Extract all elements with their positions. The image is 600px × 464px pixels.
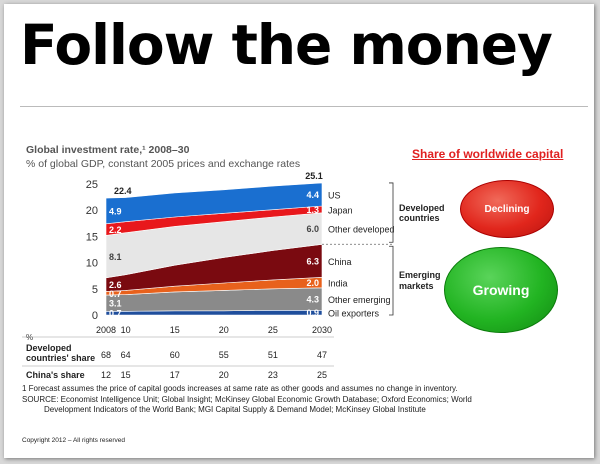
value-label-end: 4.4 [306, 190, 319, 200]
series-name-label: Japan [328, 205, 353, 215]
value-label-end: 1.3 [306, 205, 319, 215]
chart-title: Global investment rate,¹ 2008–30 [26, 144, 190, 156]
series-name-label: India [328, 279, 348, 289]
growing-label: Growing [472, 282, 530, 298]
group-label-emerging-1: Emerging [399, 270, 441, 280]
value-label-start: 8.1 [109, 252, 122, 262]
table-row-label-1a: Developed [26, 343, 72, 353]
x-tick-label: 2008 [96, 325, 116, 335]
developed-bracket [389, 182, 394, 243]
total-label-start: 22.4 [114, 186, 132, 196]
x-tick-label: 25 [268, 325, 278, 335]
y-tick-label: 25 [86, 179, 98, 191]
group-label-developed-2: countries [399, 213, 440, 223]
area-us [105, 182, 323, 225]
title-divider [20, 106, 588, 107]
growing-badge: Growing [444, 247, 558, 333]
table-cell: 64 [121, 350, 131, 360]
table-cell: 17 [170, 370, 180, 380]
y-tick-label: 5 [92, 284, 98, 296]
value-label-start: 2.6 [109, 280, 122, 290]
y-tick-label: 20 [86, 205, 98, 217]
investment-area-chart: 0 5 10 15 20 25% 0.7 0.9 Oil exporters 3.1 4.3 Othe… [22, 171, 445, 380]
value-label-start: 4.9 [109, 206, 122, 216]
copyright: Copyright 2012 – All rights reserved [22, 437, 125, 444]
x-tick-label: 2030 [312, 325, 332, 335]
table-cell: 55 [219, 350, 229, 360]
group-label-developed-1: Developed [399, 203, 445, 213]
x-tick-label: 15 [170, 325, 180, 335]
slide: Follow the money Global investment rate,… [4, 4, 594, 458]
value-label-end: 2.0 [306, 278, 319, 288]
slide-title: Follow the money [20, 13, 553, 77]
series-name-label: Oil exporters [328, 309, 380, 319]
x-tick-label: 10 [121, 325, 131, 335]
table-cell: 60 [170, 350, 180, 360]
group-label-emerging-2: markets [399, 281, 434, 291]
emerging-bracket [389, 245, 394, 316]
series-name-label: US [328, 190, 341, 200]
table-cell: 20 [219, 370, 229, 380]
series-name-label: China [328, 257, 352, 267]
source-line-1: SOURCE: Economist Intelligence Unit; Glo… [22, 395, 472, 404]
source-line-2: Development Indicators of the World Bank… [44, 405, 426, 414]
x-tick-label: 20 [219, 325, 229, 335]
value-label-start: 2.2 [109, 225, 122, 235]
value-label-start: 0.7 [109, 309, 122, 319]
value-label-end: 4.3 [306, 295, 319, 305]
table-row-label-1b: countries' share [26, 353, 95, 363]
chart-subtitle: % of global GDP, constant 2005 prices an… [26, 158, 301, 170]
table-cell: 51 [268, 350, 278, 360]
total-label-end: 25.1 [305, 171, 323, 181]
value-label-end: 0.9 [306, 308, 319, 318]
table-cell: 25 [317, 370, 327, 380]
y-tick-label: 15 [86, 231, 98, 243]
y-tick-label: 0 [92, 310, 98, 322]
value-label-start: 3.1 [109, 299, 122, 309]
table-row-label-2: China's share [26, 370, 85, 380]
declining-label: Declining [484, 203, 530, 215]
table-cell: 47 [317, 350, 327, 360]
series-name-label: Other emerging [328, 295, 391, 305]
footnote: 1 Forecast assumes the price of capital … [22, 384, 458, 393]
value-label-start: 0.7 [109, 289, 122, 299]
value-label-end: 6.0 [306, 224, 319, 234]
table-cell: 68 [101, 350, 111, 360]
series-name-label: Other developed [328, 225, 395, 235]
table-cell: 15 [121, 370, 131, 380]
table-cell: 23 [268, 370, 278, 380]
y-axis-unit: % [26, 333, 33, 342]
table-cell: 12 [101, 370, 111, 380]
value-label-end: 6.3 [306, 256, 319, 266]
declining-badge: Declining [460, 180, 554, 238]
y-tick-label: 10 [86, 258, 98, 270]
share-title: Share of worldwide capital [412, 147, 564, 161]
